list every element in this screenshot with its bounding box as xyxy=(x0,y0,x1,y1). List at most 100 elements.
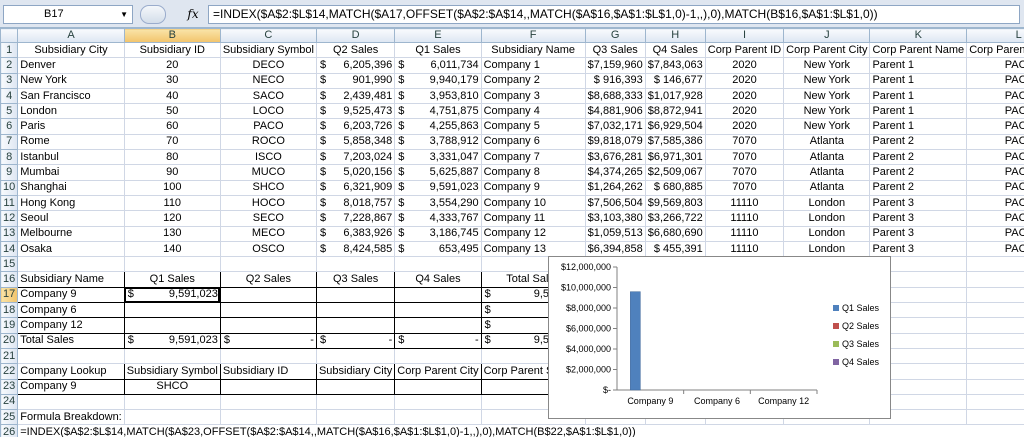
summary-header-cell[interactable]: Subsidiary Name xyxy=(17,271,125,288)
data-cell[interactable]: New York xyxy=(783,57,871,74)
empty-cell[interactable] xyxy=(315,393,396,411)
column-header[interactable]: D xyxy=(315,28,396,43)
row-header[interactable]: 8 xyxy=(0,149,19,166)
row-header[interactable]: 20 xyxy=(0,332,19,349)
empty-cell[interactable] xyxy=(219,256,317,273)
data-cell[interactable]: 2020 xyxy=(704,72,785,89)
total-value-cell[interactable]: $ - xyxy=(394,332,482,349)
data-cell[interactable]: 130 xyxy=(123,225,221,242)
empty-cell[interactable] xyxy=(394,256,482,273)
data-cell[interactable]: Company 6 xyxy=(480,133,586,151)
data-cell[interactable]: Istanbul xyxy=(17,149,125,166)
data-cell[interactable]: Parent 2 xyxy=(869,164,968,181)
data-cell[interactable]: PAC3 xyxy=(966,225,1024,242)
lookup-header-cell[interactable]: Company Lookup xyxy=(17,363,125,380)
summary-empty-cell[interactable] xyxy=(394,317,482,334)
data-cell[interactable]: $3,266,722 xyxy=(644,210,706,227)
sales-cell[interactable]: $7,228,867 xyxy=(315,210,396,227)
empty-cell[interactable] xyxy=(966,256,1024,273)
data-cell[interactable]: Denver xyxy=(17,57,125,74)
empty-cell[interactable] xyxy=(123,347,221,365)
data-cell[interactable]: $ 455,391 xyxy=(644,240,706,258)
sales-cell[interactable]: $653,495 xyxy=(394,240,482,258)
row-header[interactable]: 25 xyxy=(0,409,19,426)
data-cell[interactable]: $6,929,504 xyxy=(644,118,706,135)
sales-cell[interactable]: $8,424,585 xyxy=(315,240,396,258)
data-cell[interactable]: $4,881,906 xyxy=(584,103,646,120)
data-cell[interactable]: London xyxy=(17,103,125,120)
data-cell[interactable]: $4,374,265 xyxy=(584,164,646,181)
sales-cell[interactable]: $6,205,396 xyxy=(315,57,396,74)
row-header[interactable]: 22 xyxy=(0,363,19,380)
column-header[interactable]: E xyxy=(394,28,482,43)
data-cell[interactable]: Parent 1 xyxy=(869,72,968,89)
data-cell[interactable]: $1,264,262 xyxy=(584,179,646,196)
bar-q1-sales[interactable] xyxy=(630,291,641,391)
column-header[interactable]: C xyxy=(219,28,317,43)
data-cell[interactable]: Atlanta xyxy=(783,164,871,181)
sales-cell[interactable]: $7,203,024 xyxy=(315,149,396,166)
data-cell[interactable]: Shanghai xyxy=(17,179,125,196)
data-cell[interactable]: SECO xyxy=(219,210,317,227)
data-cell[interactable]: PAC1 xyxy=(966,118,1024,135)
column-title-cell[interactable]: Q4 Sales xyxy=(644,41,706,59)
summary-empty-cell[interactable] xyxy=(394,302,482,319)
summary-header-cell[interactable]: Q4 Sales xyxy=(394,271,482,288)
empty-cell[interactable] xyxy=(966,332,1024,349)
data-cell[interactable]: Parent 3 xyxy=(869,210,968,227)
data-cell[interactable]: $ 680,885 xyxy=(644,179,706,196)
data-cell[interactable]: $6,680,690 xyxy=(644,225,706,242)
empty-cell[interactable] xyxy=(966,317,1024,334)
data-cell[interactable]: London xyxy=(783,210,871,227)
data-cell[interactable]: London xyxy=(783,194,871,212)
column-header[interactable]: J xyxy=(783,28,871,43)
data-cell[interactable]: 11110 xyxy=(704,210,785,227)
lookup-value-cell[interactable] xyxy=(394,378,482,395)
data-cell[interactable]: 20 xyxy=(123,57,221,74)
lookup-header-cell[interactable]: Subsidiary Symbol xyxy=(123,363,221,380)
data-cell[interactable]: Atlanta xyxy=(783,179,871,196)
lookup-header-cell[interactable]: Subsidiary City xyxy=(315,363,396,380)
data-cell[interactable]: $ 146,677 xyxy=(644,72,706,89)
row-header[interactable]: 2 xyxy=(0,57,19,74)
data-cell[interactable]: PAC2 xyxy=(966,133,1024,151)
sales-cell[interactable]: $3,788,912 xyxy=(394,133,482,151)
data-cell[interactable]: Parent 3 xyxy=(869,194,968,212)
column-header[interactable]: A xyxy=(17,28,125,43)
data-cell[interactable]: Parent 1 xyxy=(869,87,968,105)
empty-cell[interactable] xyxy=(966,286,1024,304)
data-cell[interactable]: 7070 xyxy=(704,164,785,181)
data-cell[interactable]: MECO xyxy=(219,225,317,242)
data-cell[interactable]: Mumbai xyxy=(17,164,125,181)
company-lookup-input[interactable]: Company 9 xyxy=(17,378,125,395)
data-cell[interactable]: Atlanta xyxy=(783,149,871,166)
data-cell[interactable]: $6,971,301 xyxy=(644,149,706,166)
column-title-cell[interactable]: Subsidiary Name xyxy=(480,41,586,59)
data-cell[interactable]: Parent 1 xyxy=(869,57,968,74)
breakdown-formula-cell[interactable]: =INDEX($A$2:$L$14,MATCH($A$23,OFFSET($A$… xyxy=(17,424,1024,437)
summary-header-cell[interactable]: Q3 Sales xyxy=(315,271,396,288)
sales-cell[interactable]: $9,940,179 xyxy=(394,72,482,89)
data-cell[interactable]: 11110 xyxy=(704,225,785,242)
lookup-header-cell[interactable]: Subsidiary ID xyxy=(219,363,317,380)
column-title-cell[interactable]: Subsidiary Symbol xyxy=(219,41,317,59)
data-cell[interactable]: $9,818,079 xyxy=(584,133,646,151)
sales-cell[interactable]: $901,990 xyxy=(315,72,396,89)
row-header[interactable]: 3 xyxy=(0,72,19,89)
summary-empty-cell[interactable] xyxy=(315,317,396,334)
column-title-cell[interactable]: Subsidiary City xyxy=(17,41,125,59)
sales-cell[interactable]: $2,439,481 xyxy=(315,87,396,105)
data-cell[interactable]: New York xyxy=(783,118,871,135)
data-cell[interactable]: ISCO xyxy=(219,149,317,166)
summary-header-cell[interactable]: Q1 Sales xyxy=(123,271,221,288)
data-cell[interactable]: 7070 xyxy=(704,149,785,166)
column-header[interactable]: L xyxy=(966,28,1024,43)
column-title-cell[interactable]: Corp Parent City xyxy=(783,41,871,59)
data-cell[interactable]: Parent 3 xyxy=(869,225,968,242)
lookup-value-cell[interactable]: SHCO xyxy=(123,378,221,395)
active-cell[interactable]: $9,591,023 xyxy=(123,286,221,304)
data-cell[interactable]: London xyxy=(783,240,871,258)
data-cell[interactable]: New York xyxy=(783,72,871,89)
lookup-value-cell[interactable] xyxy=(219,378,317,395)
data-cell[interactable]: 7070 xyxy=(704,179,785,196)
